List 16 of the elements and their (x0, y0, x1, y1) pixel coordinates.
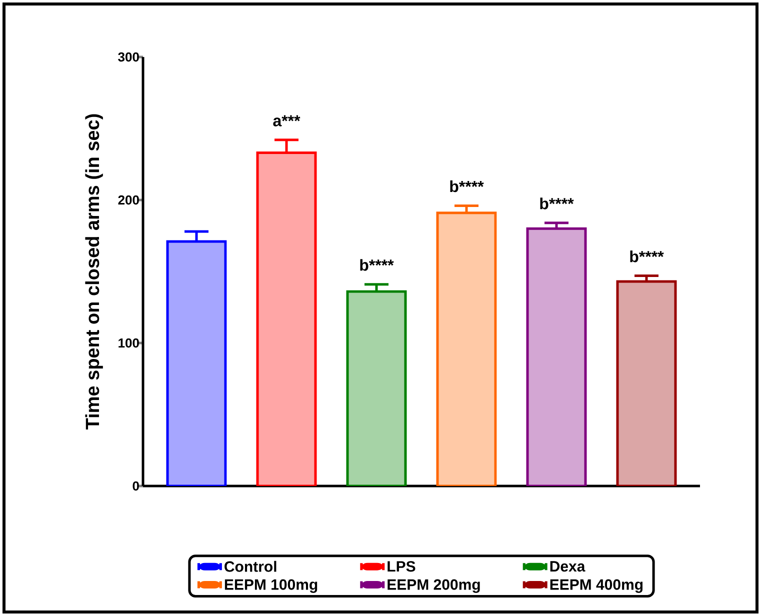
legend-label: Control (224, 560, 276, 572)
legend-label: EEPM 200mg (388, 579, 480, 593)
y-tick-label: 200 (118, 195, 139, 205)
data-label: b**** (630, 250, 664, 262)
legend-label: Dexa (550, 561, 586, 572)
legend-label: EEPM 100mg (224, 579, 318, 593)
y-tick-label: 300 (118, 52, 139, 62)
legend-label: EEPM 400mg (550, 579, 643, 593)
data-label: b**** (450, 180, 484, 192)
legend-label: LPS (388, 561, 416, 572)
data-label: a*** (273, 115, 300, 126)
y-tick-label: 100 (118, 338, 139, 348)
data-label: b**** (360, 259, 394, 271)
y-axis-title: Time spent on closed arms (in sec) (85, 114, 103, 430)
y-tick-label: 0 (132, 481, 139, 491)
data-label: b**** (540, 198, 574, 210)
